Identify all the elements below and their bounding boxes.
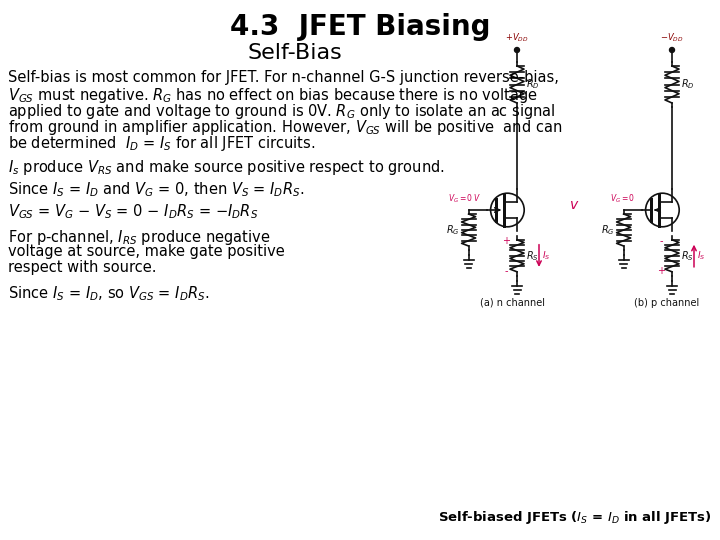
Text: respect with source.: respect with source. — [8, 260, 156, 275]
Text: $V_{GS}$ = $V_G$ $-$ $V_S$ = 0 $-$ $I_D$$R_S$ = $-$$I_D$$R_S$: $V_{GS}$ = $V_G$ $-$ $V_S$ = 0 $-$ $I_D$… — [8, 202, 258, 221]
Circle shape — [515, 48, 520, 52]
Circle shape — [670, 48, 675, 52]
Text: $V_{GS}$ must negative. $R_G$ has no effect on bias because there is no voltage: $V_{GS}$ must negative. $R_G$ has no eff… — [8, 86, 538, 105]
Text: $+V_{DD}$: $+V_{DD}$ — [505, 31, 528, 44]
Text: be determined  $I_D$ = $I_S$ for all JFET circuits.: be determined $I_D$ = $I_S$ for all JFET… — [8, 134, 315, 153]
Text: $R_G$: $R_G$ — [446, 223, 459, 237]
Text: $R_D$: $R_D$ — [681, 78, 695, 91]
Text: -: - — [504, 266, 508, 276]
Text: Self-bias is most common for JFET. For n-channel G-S junction reverse-bias,: Self-bias is most common for JFET. For n… — [8, 70, 559, 85]
Text: $R_S$: $R_S$ — [681, 249, 694, 262]
Text: Since $I_S$ = $I_D$ and $V_G$ = 0, then $V_S$ = $I_D$$R_S$.: Since $I_S$ = $I_D$ and $V_G$ = 0, then … — [8, 180, 305, 199]
Text: $I_s$ produce $V_{RS}$ and make source positive respect to ground.: $I_s$ produce $V_{RS}$ and make source p… — [8, 158, 445, 177]
Text: v: v — [570, 198, 579, 212]
Text: $V_G = 0$: $V_G = 0$ — [611, 192, 636, 205]
Text: $I_S$: $I_S$ — [697, 249, 706, 262]
Text: -: - — [660, 236, 662, 246]
Text: from ground in amplifier application. However, $V_{GS}$ will be positive  and ca: from ground in amplifier application. Ho… — [8, 118, 562, 137]
Text: $-V_{DD}$: $-V_{DD}$ — [660, 31, 684, 44]
Text: +: + — [657, 266, 665, 276]
Text: (b) p channel: (b) p channel — [634, 298, 700, 308]
Text: applied to gate and voltage to ground is 0V. $R_G$ only to isolate an ac signal: applied to gate and voltage to ground is… — [8, 102, 556, 121]
Text: $I_S$: $I_S$ — [542, 249, 551, 262]
Text: Self-biased JFETs ($I_S$ = $I_D$ in all JFETs): Self-biased JFETs ($I_S$ = $I_D$ in all … — [438, 509, 712, 526]
Text: +: + — [502, 236, 510, 246]
Text: Since $I_S$ = $I_D$, so $V_{GS}$ = $I_D$$R_S$.: Since $I_S$ = $I_D$, so $V_{GS}$ = $I_D$… — [8, 284, 210, 303]
Text: 4.3  JFET Biasing: 4.3 JFET Biasing — [230, 13, 490, 41]
Text: $R_S$: $R_S$ — [526, 249, 539, 262]
Text: $V_G = 0\,V$: $V_G = 0\,V$ — [448, 192, 481, 205]
Text: voltage at source, make gate positive: voltage at source, make gate positive — [8, 244, 284, 259]
Text: $R_G$: $R_G$ — [601, 223, 615, 237]
Text: (a) n channel: (a) n channel — [480, 298, 544, 308]
Text: $R_D$: $R_D$ — [526, 78, 540, 91]
Text: Self-Bias: Self-Bias — [248, 43, 343, 63]
Text: For p-channel, $I_{RS}$ produce negative: For p-channel, $I_{RS}$ produce negative — [8, 228, 271, 247]
